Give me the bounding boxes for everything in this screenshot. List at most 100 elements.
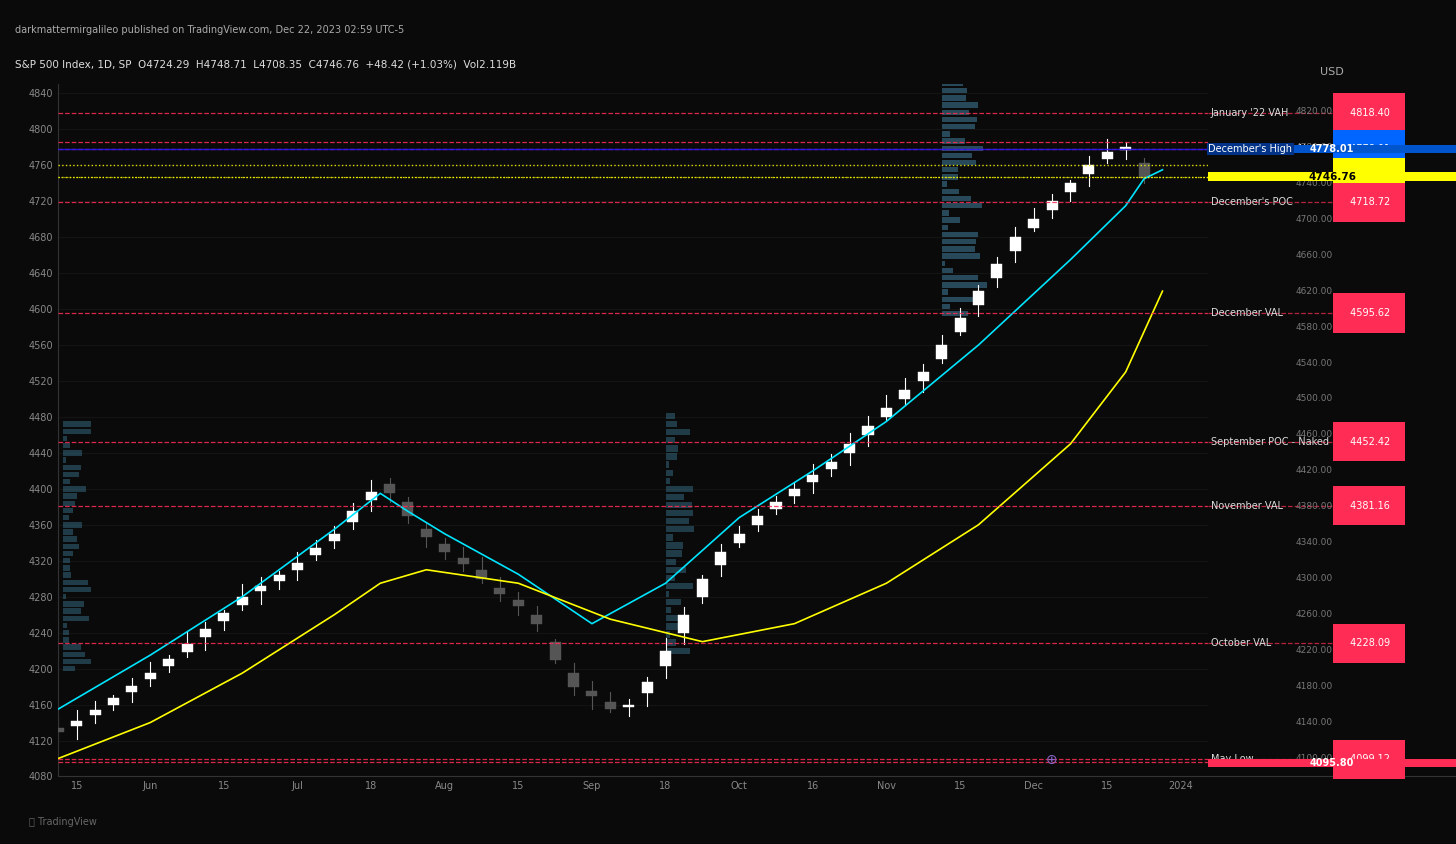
Text: C: C xyxy=(1211,172,1217,182)
Bar xyxy=(942,203,981,208)
FancyBboxPatch shape xyxy=(789,489,799,495)
Text: 4140.00: 4140.00 xyxy=(1296,718,1332,727)
FancyBboxPatch shape xyxy=(1102,152,1112,159)
Bar xyxy=(942,73,945,79)
Text: 4778.01: 4778.01 xyxy=(1310,144,1354,154)
Bar xyxy=(942,181,948,187)
Text: December VAL: December VAL xyxy=(1211,308,1283,318)
FancyBboxPatch shape xyxy=(182,644,192,652)
Bar xyxy=(665,421,677,427)
FancyBboxPatch shape xyxy=(1208,172,1456,181)
Bar xyxy=(63,587,92,592)
Bar xyxy=(63,623,67,628)
FancyBboxPatch shape xyxy=(807,475,818,482)
Bar xyxy=(665,453,677,460)
FancyBboxPatch shape xyxy=(697,579,708,597)
Bar xyxy=(665,526,695,533)
Bar xyxy=(63,644,82,650)
FancyBboxPatch shape xyxy=(1028,219,1040,228)
FancyBboxPatch shape xyxy=(900,390,910,399)
FancyBboxPatch shape xyxy=(218,613,230,621)
Bar xyxy=(665,510,693,517)
Bar xyxy=(942,232,978,237)
Text: 4340.00: 4340.00 xyxy=(1296,538,1332,547)
Bar xyxy=(942,160,976,165)
Text: 4095.80: 4095.80 xyxy=(1310,758,1354,768)
Bar xyxy=(63,436,67,441)
Bar xyxy=(665,469,673,476)
FancyBboxPatch shape xyxy=(402,502,414,516)
Bar xyxy=(63,529,73,535)
Bar xyxy=(942,282,987,288)
Text: November VAL: November VAL xyxy=(1211,500,1283,511)
FancyBboxPatch shape xyxy=(604,702,616,709)
Bar xyxy=(942,239,976,245)
Bar xyxy=(63,572,71,578)
Bar xyxy=(665,623,686,630)
Bar xyxy=(63,544,79,549)
Bar xyxy=(665,437,676,443)
FancyBboxPatch shape xyxy=(881,408,893,417)
Text: January '22 POC - Naked: January '22 POC - Naked xyxy=(1211,144,1331,154)
Bar xyxy=(942,95,965,100)
FancyBboxPatch shape xyxy=(715,552,727,565)
Bar xyxy=(942,81,962,86)
FancyBboxPatch shape xyxy=(678,614,690,633)
Bar xyxy=(63,443,70,448)
Text: 4540.00: 4540.00 xyxy=(1296,359,1332,367)
Bar xyxy=(665,631,670,637)
FancyBboxPatch shape xyxy=(495,587,505,593)
Text: 4300.00: 4300.00 xyxy=(1296,574,1332,583)
Bar xyxy=(942,145,983,151)
Text: 4180.00: 4180.00 xyxy=(1296,682,1332,691)
Bar xyxy=(942,189,958,194)
Bar xyxy=(63,615,89,621)
FancyBboxPatch shape xyxy=(457,558,469,564)
FancyBboxPatch shape xyxy=(347,511,358,522)
Text: 4460.00: 4460.00 xyxy=(1296,430,1332,440)
Bar xyxy=(665,559,676,565)
Text: December's High: December's High xyxy=(1211,144,1294,154)
FancyBboxPatch shape xyxy=(936,345,948,359)
FancyBboxPatch shape xyxy=(1120,148,1131,149)
FancyBboxPatch shape xyxy=(476,570,488,579)
FancyBboxPatch shape xyxy=(199,629,211,637)
FancyBboxPatch shape xyxy=(1047,201,1057,210)
Bar xyxy=(942,110,968,115)
Text: January '22 VAH: January '22 VAH xyxy=(1211,108,1290,118)
Text: 4580.00: 4580.00 xyxy=(1296,322,1332,332)
Bar xyxy=(63,594,66,599)
FancyBboxPatch shape xyxy=(52,728,64,732)
Text: 4100.00: 4100.00 xyxy=(1296,754,1332,763)
Bar xyxy=(665,640,676,646)
Bar xyxy=(942,225,948,230)
Text: 4818.40: 4818.40 xyxy=(1347,108,1390,118)
Bar xyxy=(942,311,968,316)
FancyBboxPatch shape xyxy=(274,575,284,581)
Text: S&P 500 Index, 1D, SP  O4724.29  H4748.71  L4708.35  C4746.76  +48.42 (+1.03%)  : S&P 500 Index, 1D, SP O4724.29 H4748.71 … xyxy=(15,59,515,69)
FancyBboxPatch shape xyxy=(642,682,652,693)
Bar xyxy=(942,210,949,215)
Text: 4718.72: 4718.72 xyxy=(1347,197,1390,208)
Bar xyxy=(942,304,951,309)
Bar xyxy=(665,485,693,492)
Bar xyxy=(665,502,692,508)
Bar xyxy=(942,131,949,137)
Bar xyxy=(63,565,70,571)
Text: 4740.00: 4740.00 xyxy=(1296,179,1332,187)
Bar xyxy=(63,515,68,520)
Bar xyxy=(665,543,683,549)
Bar xyxy=(63,658,90,664)
Bar xyxy=(665,478,670,484)
FancyBboxPatch shape xyxy=(293,563,303,570)
Bar xyxy=(942,296,978,302)
FancyBboxPatch shape xyxy=(753,516,763,525)
Bar xyxy=(665,413,676,419)
Bar xyxy=(63,479,70,484)
Bar xyxy=(942,261,945,266)
Bar xyxy=(63,450,82,456)
Text: December's High: December's High xyxy=(1208,144,1293,154)
Bar xyxy=(942,289,948,295)
Bar xyxy=(665,446,678,452)
Bar xyxy=(63,500,76,506)
